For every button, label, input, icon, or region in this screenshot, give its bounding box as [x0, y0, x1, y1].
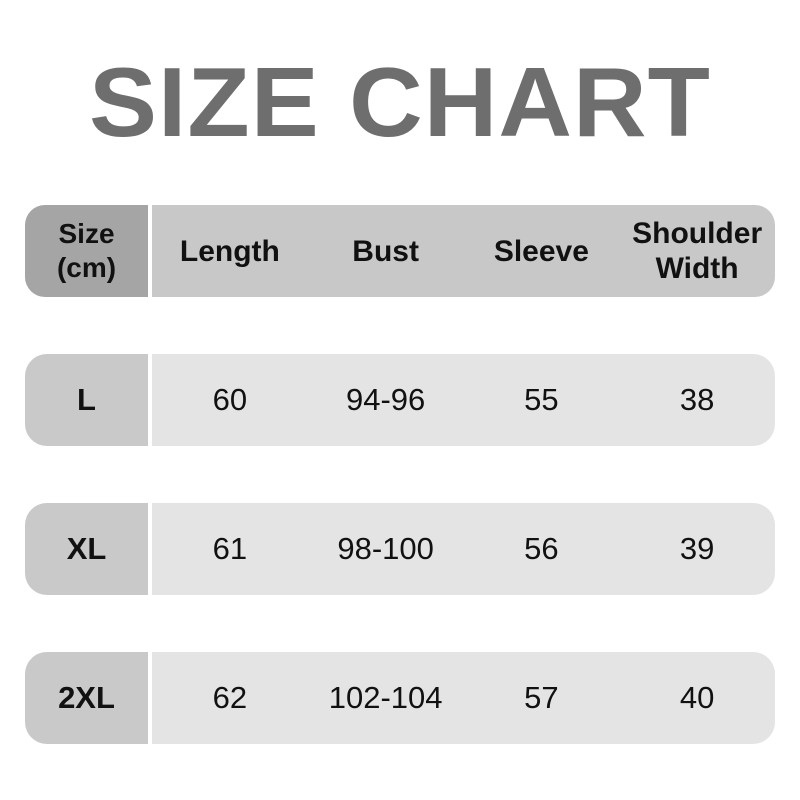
- row-value-length: 61: [212, 531, 248, 566]
- row-value-shoulder-width: 39: [679, 531, 715, 566]
- header-data-group: Length Bust Sleeve Shoulder Width: [152, 205, 775, 297]
- row-data-group: 62 102-104 57 40: [152, 652, 775, 744]
- row-cell-shoulder-width: 40: [619, 652, 775, 744]
- row-value-bust: 102-104: [328, 680, 443, 715]
- table-header-row: Size (cm) Length Bust Sleeve Shoulder Wi…: [25, 205, 775, 297]
- row-value-sleeve: 57: [524, 680, 559, 715]
- row-value-shoulder-width: 38: [679, 382, 715, 417]
- row-spacer: [25, 595, 775, 652]
- row-spacer: [25, 446, 775, 503]
- row-cell-bust: 98-100: [308, 503, 464, 595]
- row-value-size: L: [77, 382, 96, 417]
- size-chart-table: Size (cm) Length Bust Sleeve Shoulder Wi…: [25, 205, 775, 744]
- row-value-size: XL: [66, 531, 107, 566]
- row-cell-size: XL: [25, 503, 148, 595]
- row-cell-length: 61: [152, 503, 308, 595]
- header-label-shoulder-width: Shoulder Width: [632, 217, 763, 285]
- table-row: XL 61 98-100 56 39: [25, 503, 775, 595]
- table-row: 2XL 62 102-104 57 40: [25, 652, 775, 744]
- row-value-sleeve: 55: [524, 382, 559, 417]
- row-data-group: 60 94-96 55 38: [152, 354, 775, 446]
- row-cell-size: 2XL: [25, 652, 148, 744]
- row-cell-size: L: [25, 354, 148, 446]
- header-label-sleeve: Sleeve: [493, 234, 589, 268]
- header-cell-size: Size (cm): [25, 205, 148, 297]
- row-data-group: 61 98-100 56 39: [152, 503, 775, 595]
- row-cell-length: 60: [152, 354, 308, 446]
- row-cell-sleeve: 56: [464, 503, 620, 595]
- header-label-size: Size (cm): [56, 218, 117, 283]
- row-value-shoulder-width: 40: [679, 680, 715, 715]
- header-cell-shoulder-width: Shoulder Width: [619, 205, 775, 297]
- page-title: SIZE CHART: [89, 47, 711, 157]
- row-cell-bust: 94-96: [308, 354, 464, 446]
- row-value-size: 2XL: [58, 680, 115, 715]
- row-value-bust: 94-96: [345, 382, 426, 417]
- row-cell-shoulder-width: 38: [619, 354, 775, 446]
- header-label-bust: Bust: [352, 234, 419, 268]
- header-label-length: Length: [179, 234, 280, 268]
- row-cell-bust: 102-104: [308, 652, 464, 744]
- header-cell-length: Length: [152, 205, 308, 297]
- header-cell-bust: Bust: [308, 205, 464, 297]
- row-cell-sleeve: 55: [464, 354, 620, 446]
- row-value-length: 60: [212, 382, 248, 417]
- table-row: L 60 94-96 55 38: [25, 354, 775, 446]
- row-value-bust: 98-100: [337, 531, 434, 566]
- row-cell-sleeve: 57: [464, 652, 620, 744]
- row-cell-shoulder-width: 39: [619, 503, 775, 595]
- header-cell-sleeve: Sleeve: [464, 205, 620, 297]
- row-value-length: 62: [212, 680, 248, 715]
- row-value-sleeve: 56: [524, 531, 559, 566]
- row-spacer: [25, 297, 775, 354]
- row-cell-length: 62: [152, 652, 308, 744]
